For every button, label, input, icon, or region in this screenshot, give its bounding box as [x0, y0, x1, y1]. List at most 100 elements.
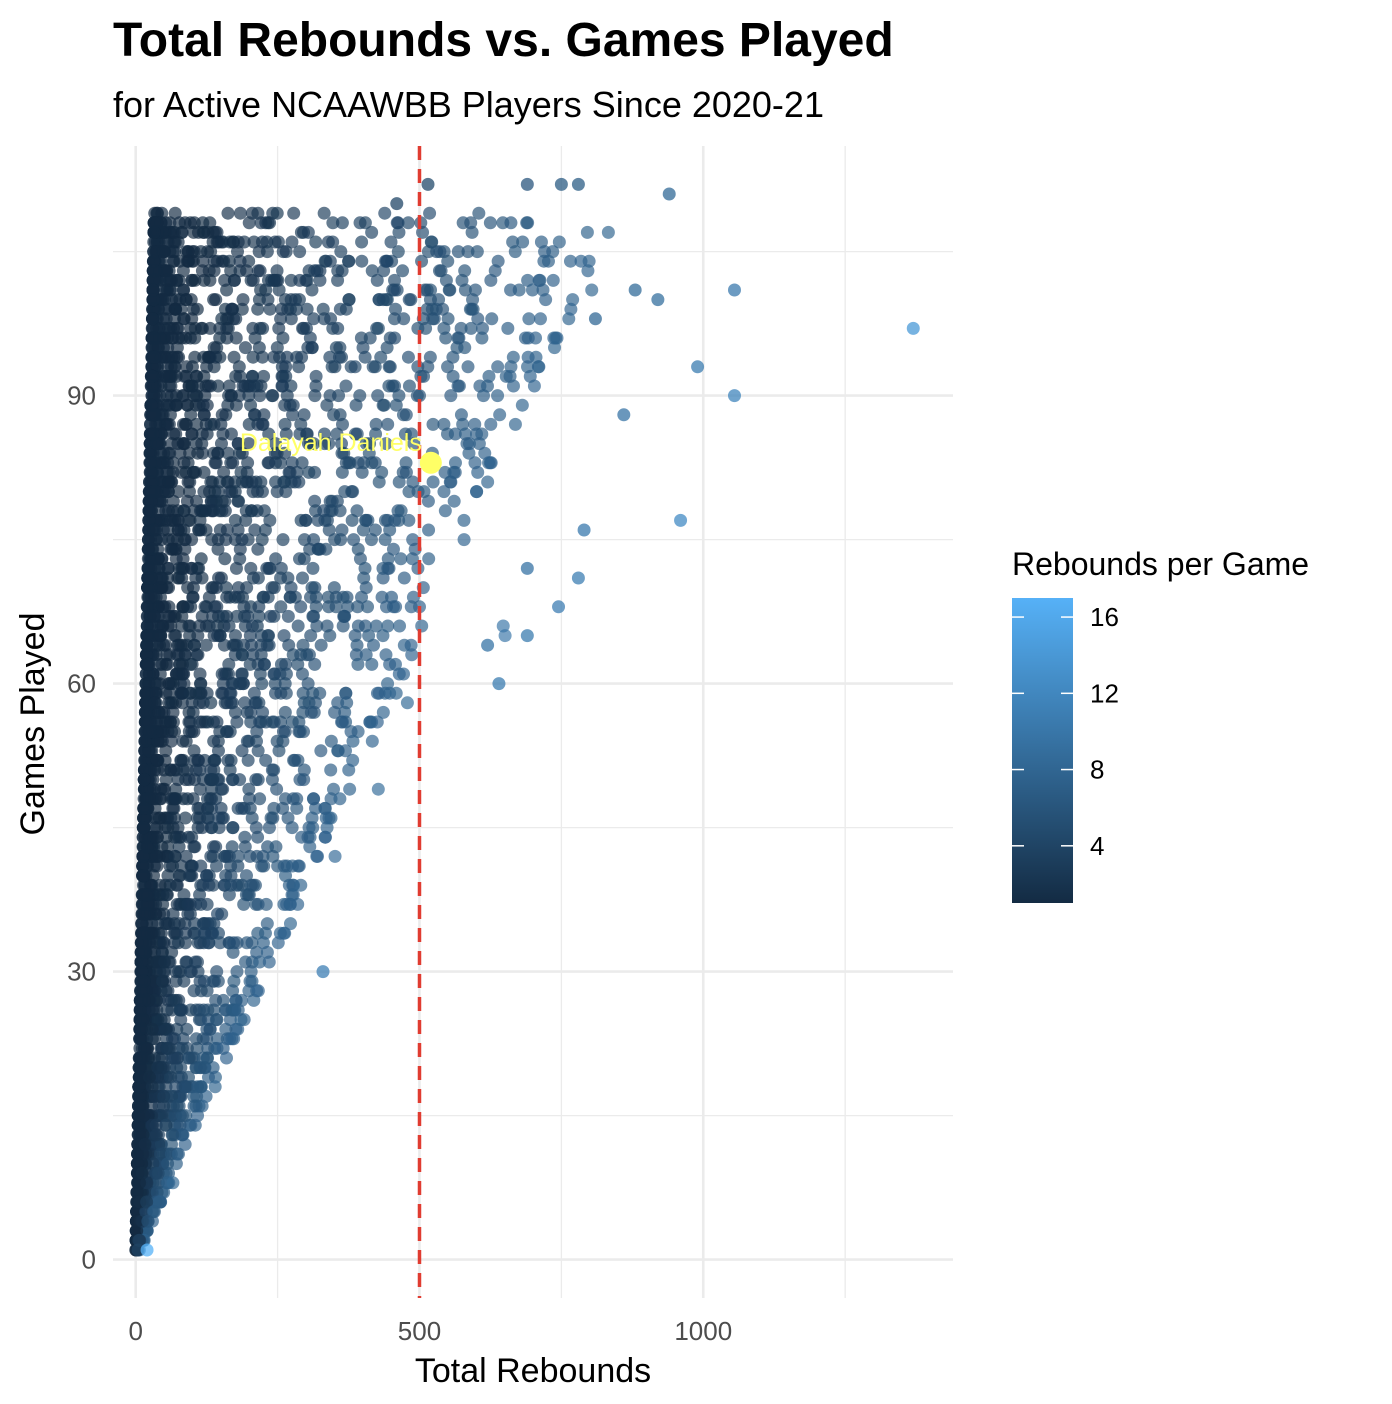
data-point: [162, 465, 176, 479]
data-point: [142, 993, 156, 1007]
data-point: [192, 619, 206, 633]
data-point: [166, 705, 180, 719]
data-point: [320, 619, 334, 633]
data-point: [304, 629, 318, 643]
data-point: [388, 273, 402, 287]
data-point: [520, 216, 534, 230]
data-point: [291, 753, 305, 767]
data-point: [347, 533, 361, 547]
data-point: [182, 1051, 196, 1065]
data-point: [147, 245, 161, 259]
data-point: [188, 840, 202, 854]
data-point: [173, 446, 187, 460]
data-point: [214, 417, 228, 431]
color-legend: Rebounds per Game 4 8 12 16: [1012, 546, 1309, 903]
data-point: [213, 936, 227, 950]
data-point: [303, 840, 317, 854]
data-point: [236, 293, 250, 307]
data-point: [363, 715, 377, 729]
data-point: [133, 1089, 147, 1103]
data-point: [160, 888, 174, 902]
data-point: [353, 389, 367, 403]
data-point: [238, 609, 252, 623]
data-point: [140, 1243, 154, 1257]
data-point: [392, 225, 406, 239]
data-point: [369, 427, 383, 441]
data-point: [443, 283, 457, 297]
data-point: [402, 379, 416, 393]
y-tick-label: 60: [67, 669, 96, 699]
data-point: [167, 763, 181, 777]
data-point: [169, 389, 183, 403]
data-point: [327, 581, 341, 595]
data-point: [200, 1051, 214, 1065]
data-point: [468, 417, 482, 431]
legend-tick-label: 16: [1090, 602, 1119, 632]
data-point: [143, 725, 157, 739]
data-point: [184, 1118, 198, 1132]
data-point: [371, 782, 385, 796]
data-point: [405, 648, 419, 662]
data-point: [283, 917, 297, 931]
data-point: [167, 254, 181, 268]
data-point: [242, 437, 256, 451]
data-point: [369, 619, 383, 633]
data-point: [193, 974, 207, 988]
data-point: [384, 235, 398, 249]
data-point: [422, 552, 436, 566]
data-point: [539, 293, 553, 307]
data-point: [133, 1013, 147, 1027]
data-point: [314, 638, 328, 652]
data-point: [328, 533, 342, 547]
data-point: [457, 513, 471, 527]
data-point: [227, 974, 241, 988]
data-point: [381, 619, 395, 633]
data-point: [329, 600, 343, 614]
data-point: [402, 513, 416, 527]
data-point: [208, 1080, 222, 1094]
data-point: [432, 264, 446, 278]
data-point: [308, 389, 322, 403]
data-point: [257, 408, 271, 422]
data-point: [283, 465, 297, 479]
data-point: [319, 811, 333, 825]
data-point: [286, 792, 300, 806]
data-point: [172, 350, 186, 364]
data-point: [241, 456, 255, 470]
data-point: [218, 552, 232, 566]
data-point: [163, 446, 177, 460]
data-point: [140, 840, 154, 854]
data-point: [189, 417, 203, 431]
data-point: [488, 264, 502, 278]
data-point: [256, 321, 270, 335]
data-point: [464, 321, 478, 335]
data-point: [458, 264, 472, 278]
data-point: [359, 648, 373, 662]
data-point: [323, 254, 337, 268]
data-point: [252, 609, 266, 623]
x-axis-ticks: 0 500 1000: [128, 1316, 732, 1346]
data-point: [254, 283, 268, 297]
data-point: [328, 849, 342, 863]
data-point: [247, 686, 261, 700]
data-point: [375, 590, 389, 604]
data-point: [350, 504, 364, 518]
data-point: [303, 331, 317, 345]
data-point: [262, 955, 276, 969]
data-point: [136, 821, 150, 835]
data-point: [552, 235, 566, 249]
data-point: [293, 245, 307, 259]
data-point: [229, 331, 243, 345]
data-point: [146, 321, 160, 335]
data-point: [195, 264, 209, 278]
data-point: [219, 581, 233, 595]
data-point: [156, 974, 170, 988]
data-point: [162, 379, 176, 393]
data-point: [294, 648, 308, 662]
data-point: [376, 293, 390, 307]
data-point: [147, 523, 161, 537]
data-point: [141, 657, 155, 671]
data-point: [158, 350, 172, 364]
data-point: [376, 561, 390, 575]
data-point: [306, 561, 320, 575]
